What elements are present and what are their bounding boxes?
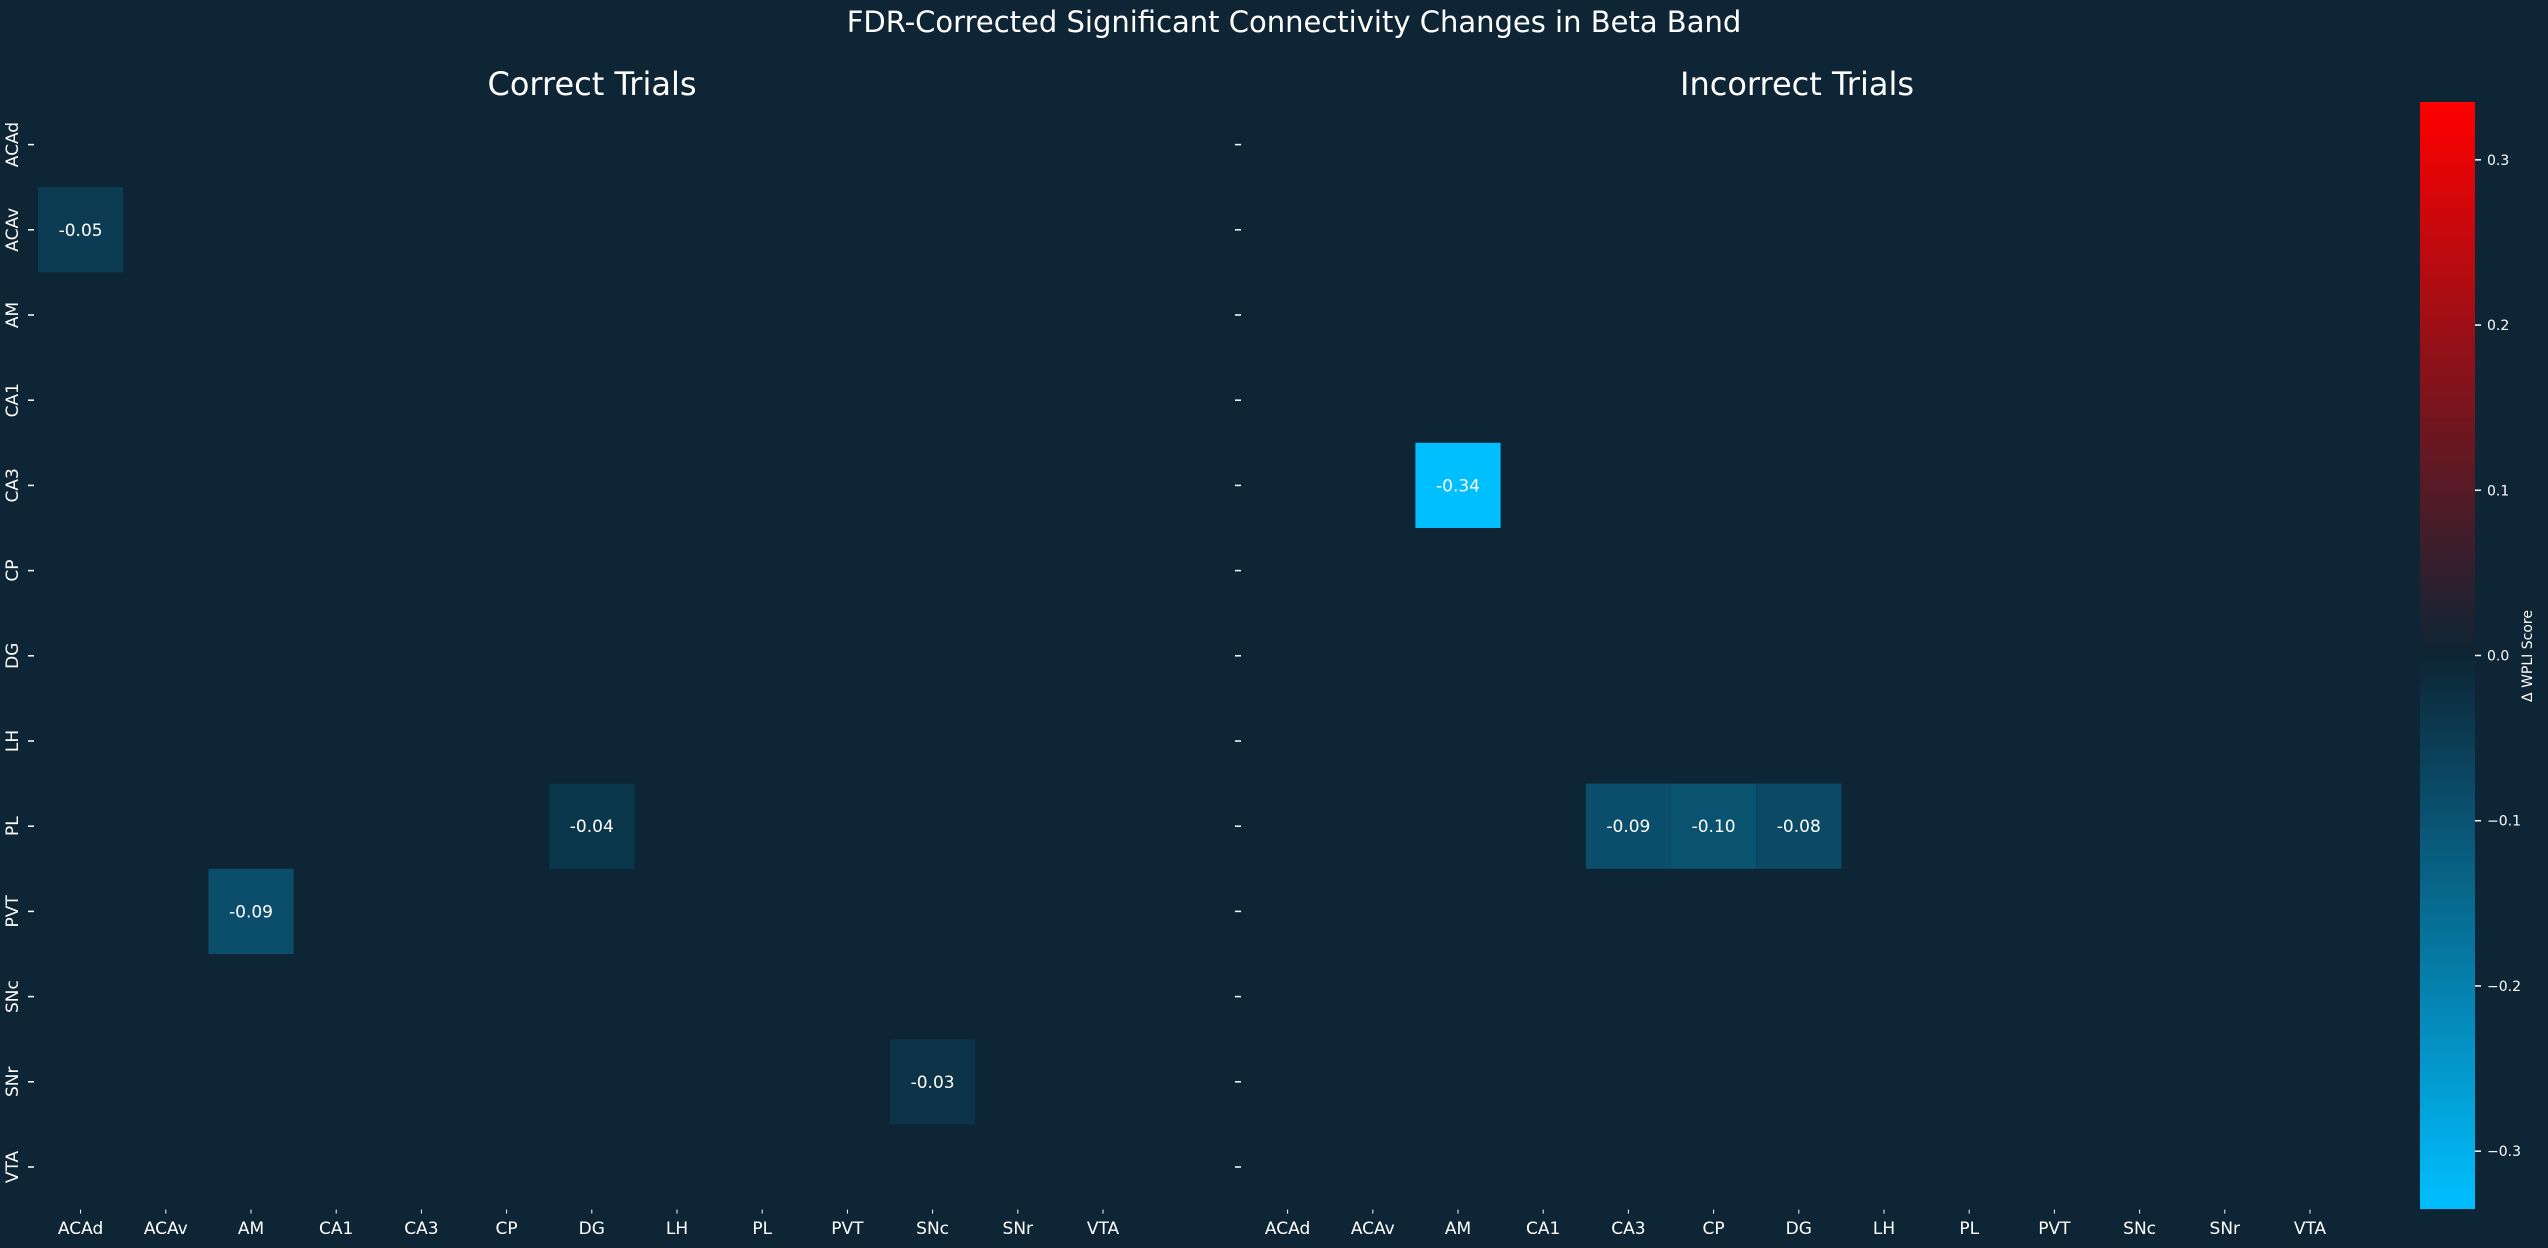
cell-value-label-correct-pvt-am: -0.09 xyxy=(229,902,273,922)
heatmap-cell-correct-pvt-am xyxy=(208,868,294,954)
heatmap-cell-incorrect-pl-dg xyxy=(1756,783,1842,869)
panel-title-correct: Correct Trials xyxy=(487,65,696,103)
x-tick-label-incorrect-snr: SNr xyxy=(2210,1219,2241,1239)
colorbar-tick-label: 0.0 xyxy=(2487,649,2509,665)
cell-value-label-incorrect-pl-dg: -0.08 xyxy=(1777,817,1821,837)
x-axis-correct: ACAd ACAv AM CA1 CA3 CP DG LH PL PVT SNc SNr VTA xyxy=(58,1209,1120,1239)
x-tick-label-incorrect-acav: ACAv xyxy=(1351,1219,1395,1239)
x-tick-label-incorrect-ca1: CA1 xyxy=(1526,1219,1560,1239)
x-axis-incorrect: ACAd ACAv AM CA1 CA3 CP DG LH PL PVT SNc SNr VTA xyxy=(1265,1209,2327,1239)
cell-value-label-incorrect-pl-ca3: -0.09 xyxy=(1606,817,1650,837)
x-tick-label-incorrect-pvt: PVT xyxy=(2038,1219,2071,1239)
x-tick-label-incorrect-ca3: CA3 xyxy=(1611,1219,1645,1239)
cell-value-label-correct-acav-acad: -0.05 xyxy=(59,221,103,241)
cell-value-label-incorrect-ca3-am: -0.34 xyxy=(1436,476,1480,496)
x-tick-label-incorrect-cp: CP xyxy=(1703,1219,1725,1239)
x-tick-label-incorrect-am: AM xyxy=(1445,1219,1471,1239)
colorbar-tick-label: −0.1 xyxy=(2487,814,2521,830)
y-tick-label-ca1: CA1 xyxy=(3,383,23,417)
x-tick-label-correct-vta: VTA xyxy=(1087,1219,1120,1239)
y-axis-incorrect xyxy=(1235,143,1241,1168)
x-tick-label-correct-ca3: CA3 xyxy=(404,1219,438,1239)
y-tick-label-snr: SNr xyxy=(3,1067,23,1098)
y-axis-correct: ACAd ACAv AM CA1 CA3 CP DG LH PL PVT SNc SNr VTA xyxy=(3,122,34,1183)
x-tick-label-correct-lh: LH xyxy=(666,1219,688,1239)
y-tick-label-pl: PL xyxy=(3,816,23,836)
x-tick-label-incorrect-snc: SNc xyxy=(2123,1219,2156,1239)
colorbar-tick-label: 0.2 xyxy=(2487,318,2509,334)
y-tick-label-acad: ACAd xyxy=(3,122,23,167)
heatmap-cell-correct-acav-acad xyxy=(38,187,124,273)
y-tick-label-lh: LH xyxy=(3,730,23,752)
heatmap-cell-correct-snr-snc xyxy=(890,1039,976,1125)
heatmap-cell-incorrect-pl-cp xyxy=(1671,783,1757,869)
cell-value-label-correct-snr-snc: -0.03 xyxy=(911,1073,955,1093)
y-tick-label-ca3: CA3 xyxy=(3,468,23,502)
heatmap-cell-incorrect-ca3-am xyxy=(1415,442,1501,528)
panel-correct-trials: Correct Trials ACAd ACAv AM CA1 CA3 CP DG LH PL P… xyxy=(3,65,1120,1239)
colorbar-label: Δ WPLI Score xyxy=(2520,610,2536,702)
cell-value-label-incorrect-pl-cp: -0.10 xyxy=(1692,817,1736,837)
x-tick-label-correct-acav: ACAv xyxy=(144,1219,188,1239)
colorbar-tick-label: −0.3 xyxy=(2487,1144,2521,1160)
x-tick-label-incorrect-acad: ACAd xyxy=(1265,1219,1310,1239)
heatmap-cell-correct-pl-dg xyxy=(549,783,635,869)
y-tick-label-am: AM xyxy=(3,302,23,328)
y-tick-label-vta: VTA xyxy=(3,1150,23,1183)
colorbar-bar xyxy=(2420,102,2475,1209)
x-tick-label-incorrect-dg: DG xyxy=(1786,1219,1812,1239)
cell-value-label-correct-pl-dg: -0.04 xyxy=(570,817,614,837)
x-tick-label-correct-ca1: CA1 xyxy=(319,1219,353,1239)
colorbar-tick-label: 0.1 xyxy=(2487,483,2509,499)
x-tick-label-correct-snc: SNc xyxy=(916,1219,949,1239)
y-tick-label-snc: SNc xyxy=(3,980,23,1013)
colorbar-ticks: −0.3 −0.2 −0.1 0.0 0.1 0.2 0.3 xyxy=(2475,153,2521,1160)
x-tick-label-correct-dg: DG xyxy=(579,1219,605,1239)
x-tick-label-correct-pl: PL xyxy=(752,1219,772,1239)
panel-title-incorrect: Incorrect Trials xyxy=(1680,65,1914,103)
colorbar-tick-label: −0.2 xyxy=(2487,979,2521,995)
x-tick-label-correct-cp: CP xyxy=(496,1219,518,1239)
x-tick-label-incorrect-lh: LH xyxy=(1873,1219,1895,1239)
x-tick-label-incorrect-vta: VTA xyxy=(2294,1219,2327,1239)
heatmap-cells-incorrect: -0.34 -0.09 -0.10 -0.08 xyxy=(1415,442,1842,869)
x-tick-label-correct-snr: SNr xyxy=(1003,1219,1034,1239)
colorbar-tick-label: 0.3 xyxy=(2487,153,2509,169)
panel-incorrect-trials: Incorrect Trials ACAd ACAv AM CA1 CA3 CP DG LH P… xyxy=(1235,65,2327,1239)
y-tick-label-pvt: PVT xyxy=(3,895,23,928)
y-tick-label-cp: CP xyxy=(3,560,23,582)
x-tick-label-correct-acad: ACAd xyxy=(58,1219,103,1239)
heatmap-cell-incorrect-pl-ca3 xyxy=(1585,783,1671,869)
x-tick-label-correct-am: AM xyxy=(238,1219,264,1239)
y-tick-label-dg: DG xyxy=(3,643,23,669)
colorbar: −0.3 −0.2 −0.1 0.0 0.1 0.2 0.3 Δ WPLI Score xyxy=(2420,102,2536,1209)
x-tick-label-incorrect-pl: PL xyxy=(1959,1219,1979,1239)
y-tick-label-acav: ACAv xyxy=(3,208,23,252)
x-tick-label-correct-pvt: PVT xyxy=(831,1219,864,1239)
heatmap-cells-correct: -0.05 -0.04 -0.09 -0.03 xyxy=(38,187,976,1125)
figure-title: FDR-Corrected Significant Connectivity C… xyxy=(847,5,1742,39)
